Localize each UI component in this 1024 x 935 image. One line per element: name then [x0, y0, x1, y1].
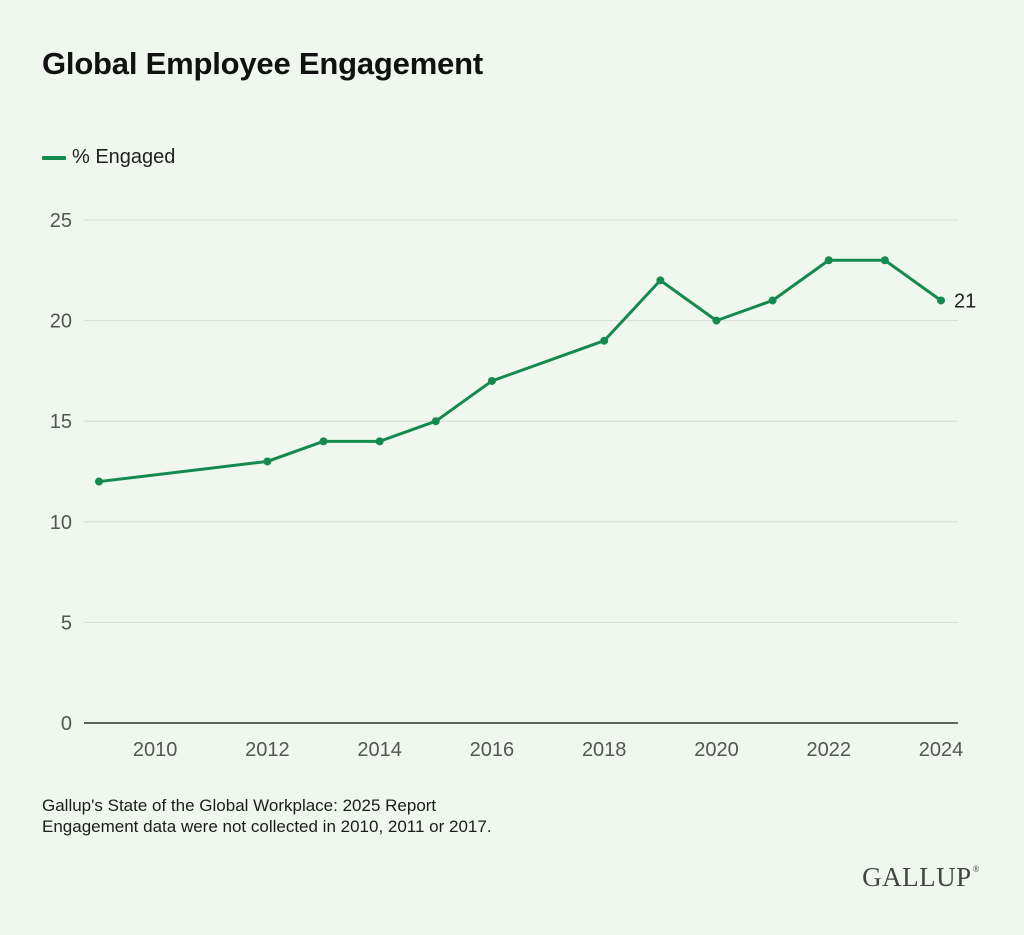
- data-point-2021: [768, 296, 777, 305]
- x-tick-label-2010: 2010: [133, 739, 178, 761]
- legend-swatch-engaged: [42, 155, 66, 160]
- data-point-2013: [319, 437, 328, 446]
- footnote-note: Engagement data were not collected in 20…: [42, 817, 492, 836]
- y-tick-label-25: 25: [50, 210, 72, 232]
- data-point-2012: [263, 457, 272, 466]
- end-value-label: 21: [954, 290, 976, 312]
- legend-label-engaged: % Engaged: [72, 146, 176, 168]
- chart-title: Global Employee Engagement: [42, 46, 483, 81]
- x-tick-label-2022: 2022: [806, 739, 851, 761]
- footnote: Gallup's State of the Global Workplace: …: [42, 795, 492, 837]
- x-tick-label-2020: 2020: [694, 739, 739, 761]
- x-tick-label-2014: 2014: [357, 739, 402, 761]
- data-point-2014: [375, 437, 384, 446]
- x-tick-label-2012: 2012: [245, 739, 290, 761]
- data-point-2022: [824, 256, 833, 265]
- gallup-logo-text: GALLUP: [862, 862, 972, 892]
- x-tick-label-2024: 2024: [919, 739, 964, 761]
- footnote-source: Gallup's State of the Global Workplace: …: [42, 796, 437, 815]
- gallup-logo: GALLUP®: [862, 862, 980, 893]
- y-tick-label-20: 20: [50, 311, 72, 333]
- series-line-0: [97, 258, 943, 484]
- data-point-2024: [937, 296, 945, 305]
- data-point-2009: [95, 477, 103, 486]
- data-point-2015: [431, 417, 440, 426]
- data-point-2023: [880, 256, 889, 265]
- y-tick-label-15: 15: [50, 411, 72, 433]
- y-tick-label-10: 10: [50, 512, 72, 534]
- legend: % Engaged: [42, 146, 175, 169]
- x-tick-label-2018: 2018: [582, 739, 627, 761]
- registered-mark: ®: [972, 864, 980, 874]
- y-tick-label-0: 0: [61, 713, 72, 735]
- y-tick-label-5: 5: [61, 612, 72, 634]
- data-point-2020: [712, 316, 721, 325]
- data-point-2018: [600, 336, 609, 345]
- data-point-2016: [487, 376, 496, 385]
- data-point-2019: [656, 276, 665, 285]
- x-tick-label-2016: 2016: [470, 739, 515, 761]
